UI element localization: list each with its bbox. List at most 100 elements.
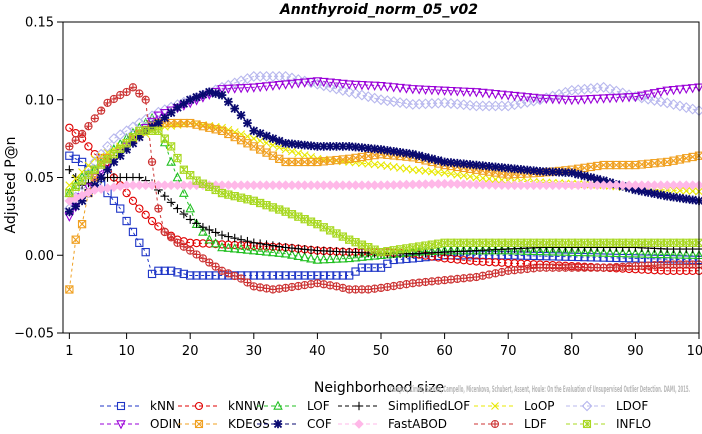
data-point xyxy=(504,258,513,268)
data-point xyxy=(325,271,335,280)
data-point xyxy=(268,81,278,91)
data-point xyxy=(159,109,170,119)
y-tick-label: 0.15 xyxy=(25,16,54,31)
data-point xyxy=(389,162,398,171)
legend-marker xyxy=(354,401,364,411)
data-point xyxy=(160,134,169,143)
data-point xyxy=(205,271,214,280)
data-point xyxy=(313,271,322,280)
data-point xyxy=(128,227,138,237)
legend: kNN kNNW LOF SimplifiedLOF LoOP LDOF ODIN KDEOS… xyxy=(100,399,651,431)
data-point xyxy=(554,252,564,261)
data-point xyxy=(624,254,634,263)
data-point xyxy=(103,98,112,108)
data-point xyxy=(350,88,362,99)
data-point xyxy=(292,74,304,85)
data-point xyxy=(668,86,679,96)
data-point xyxy=(211,262,220,271)
data-point xyxy=(331,253,342,263)
data-point xyxy=(108,133,120,145)
data-point xyxy=(655,96,667,108)
data-point xyxy=(311,78,323,90)
legend-marker xyxy=(273,419,283,429)
data-point xyxy=(440,168,449,177)
data-point xyxy=(369,81,380,91)
data-point xyxy=(687,84,698,94)
data-point xyxy=(630,248,641,258)
data-point xyxy=(223,242,234,252)
data-point xyxy=(388,96,400,108)
data-point xyxy=(687,103,699,115)
data-point xyxy=(166,233,176,242)
data-point xyxy=(452,87,463,97)
data-point xyxy=(147,117,157,128)
data-point xyxy=(484,89,494,99)
data-point xyxy=(121,125,133,137)
data-point xyxy=(179,209,189,219)
data-point xyxy=(496,245,507,255)
legend-marker xyxy=(354,419,364,429)
data-point xyxy=(649,94,660,106)
data-point xyxy=(160,191,170,201)
data-point xyxy=(408,165,417,174)
data-point xyxy=(293,180,304,191)
legend-item: ODIN xyxy=(100,417,181,431)
x-tick-label: 30 xyxy=(246,344,263,359)
data-point xyxy=(198,226,208,236)
data-point xyxy=(566,246,577,256)
data-point xyxy=(388,83,399,93)
data-point xyxy=(675,249,685,259)
data-point xyxy=(522,245,533,255)
data-point xyxy=(503,180,514,191)
data-point xyxy=(574,252,583,262)
data-point xyxy=(286,72,298,84)
data-point xyxy=(173,268,182,277)
data-point xyxy=(383,146,392,155)
data-point xyxy=(185,203,196,213)
data-point xyxy=(415,166,424,175)
data-point xyxy=(656,190,666,200)
data-point xyxy=(471,88,482,98)
data-point xyxy=(350,252,361,262)
data-point xyxy=(446,169,455,178)
data-point xyxy=(65,123,74,132)
data-point xyxy=(675,85,685,95)
data-point xyxy=(459,238,468,247)
data-point xyxy=(262,271,271,280)
legend-label: SimplifiedLOF xyxy=(388,399,470,413)
data-point xyxy=(649,248,660,258)
data-point xyxy=(319,142,329,151)
data-point xyxy=(408,149,418,159)
y-tick-label: 0.05 xyxy=(25,171,54,186)
data-point xyxy=(256,271,265,280)
data-point xyxy=(84,142,93,151)
data-point xyxy=(306,253,316,263)
data-point xyxy=(154,222,163,231)
data-point xyxy=(655,87,666,98)
data-point xyxy=(211,89,220,98)
data-point xyxy=(669,192,678,202)
data-point xyxy=(567,168,577,178)
data-point xyxy=(376,81,386,92)
data-point xyxy=(636,92,648,104)
data-point xyxy=(96,173,106,182)
data-point xyxy=(223,180,234,191)
data-point xyxy=(147,180,157,191)
data-point xyxy=(579,180,590,191)
data-point xyxy=(344,252,355,263)
data-point xyxy=(491,258,500,267)
data-point xyxy=(280,80,291,90)
series-knn xyxy=(65,151,702,280)
data-point xyxy=(166,156,176,166)
data-point xyxy=(325,180,336,191)
x-tick-label: 100 xyxy=(687,344,702,359)
data-point xyxy=(294,149,303,158)
data-point xyxy=(325,253,335,264)
data-point xyxy=(338,283,347,293)
data-point xyxy=(217,85,227,95)
data-point xyxy=(535,180,545,191)
data-point xyxy=(242,180,253,191)
data-point xyxy=(642,93,654,105)
series-lof xyxy=(64,112,702,264)
data-point xyxy=(356,89,368,101)
